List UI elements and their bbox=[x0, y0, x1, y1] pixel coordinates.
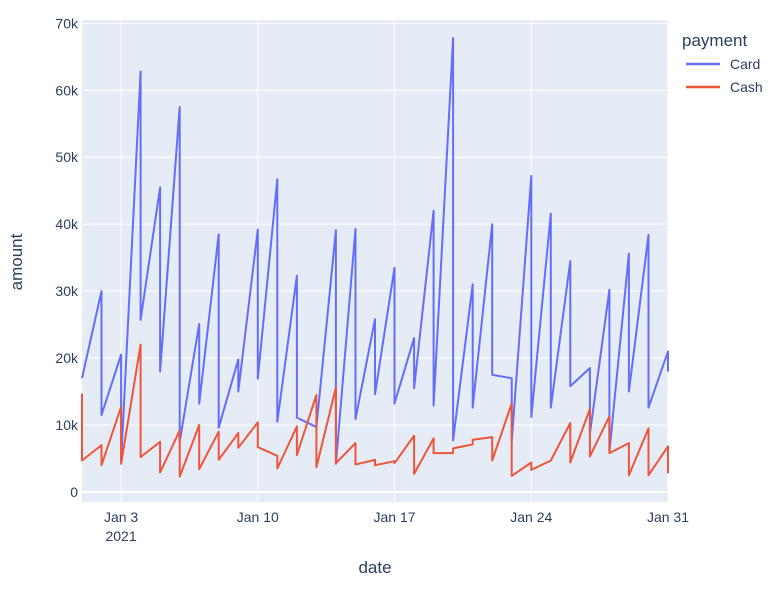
legend: payment Card Cash bbox=[682, 31, 763, 95]
y-axis-title: amount bbox=[7, 233, 26, 290]
x-tick-label: Jan 24 bbox=[510, 509, 552, 525]
series-line-cash[interactable] bbox=[81, 343, 669, 478]
x-tick-year-label: 2021 bbox=[105, 528, 136, 544]
series-line-card[interactable] bbox=[81, 37, 669, 465]
y-tick-label: 40k bbox=[55, 216, 79, 232]
plot-area bbox=[82, 20, 668, 502]
y-tick-label: 0 bbox=[70, 484, 78, 500]
legend-label-card: Card bbox=[730, 56, 760, 72]
legend-item-card[interactable]: Card bbox=[686, 56, 760, 72]
x-tick-label: Jan 3 bbox=[104, 509, 138, 525]
x-tick-label: Jan 17 bbox=[374, 509, 416, 525]
series-lines bbox=[81, 37, 669, 478]
y-tick-label: 10k bbox=[55, 417, 79, 433]
y-axis-tick-labels: 0 10k 20k 30k 40k 50k 60k 70k bbox=[55, 15, 79, 500]
y-tick-label: 70k bbox=[55, 15, 79, 31]
legend-item-cash[interactable]: Cash bbox=[686, 79, 763, 95]
legend-label-cash: Cash bbox=[730, 79, 763, 95]
y-tick-label: 30k bbox=[55, 283, 79, 299]
y-tick-label: 20k bbox=[55, 350, 79, 366]
x-tick-label: Jan 31 bbox=[647, 509, 689, 525]
x-tick-label: Jan 10 bbox=[237, 509, 279, 525]
legend-title: payment bbox=[682, 31, 747, 50]
x-axis-title: date bbox=[358, 558, 391, 577]
x-axis-tick-labels: Jan 3 2021 Jan 10 Jan 17 Jan 24 Jan 31 bbox=[104, 509, 689, 544]
y-tick-label: 60k bbox=[55, 82, 79, 98]
y-tick-label: 50k bbox=[55, 149, 79, 165]
